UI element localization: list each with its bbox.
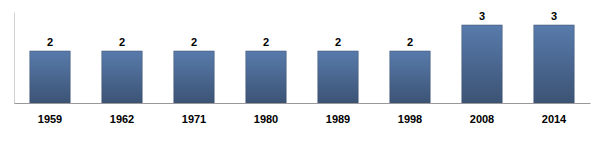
bar [174, 51, 214, 103]
bar [30, 51, 70, 103]
x-tick-label: 1989 [326, 113, 350, 125]
plot-area [30, 25, 574, 103]
bar [246, 51, 286, 103]
x-tick: 1980 [254, 113, 278, 125]
x-tick: 1959 [38, 113, 62, 125]
x-tick: 1998 [398, 113, 422, 125]
bar [462, 25, 502, 103]
chart-container: 1959 1962 1971 1980 1989 1998 2008 2014 2 2 2 2 2 2 3 3 [0, 0, 604, 141]
x-tick-label: 1998 [398, 113, 422, 125]
x-tick-label: 1971 [182, 113, 206, 125]
data-label: 2 [47, 36, 53, 48]
x-tick: 1989 [326, 113, 350, 125]
x-tick: 2008 [470, 113, 494, 125]
x-axis: 1959 1962 1971 1980 1989 1998 2008 2014 [15, 104, 591, 125]
bar [102, 51, 142, 103]
x-tick: 1962 [110, 113, 134, 125]
y-axis-line [14, 13, 15, 104]
x-tick-label: 1962 [110, 113, 134, 125]
chart-svg: 1959 1962 1971 1980 1989 1998 2008 2014 2 2 2 2 2 2 3 3 [0, 0, 604, 141]
data-label: 2 [407, 36, 413, 48]
bar [318, 51, 358, 103]
y-axis [14, 13, 15, 104]
x-axis-line [15, 103, 591, 104]
x-tick-label: 2008 [470, 113, 494, 125]
x-tick: 1971 [182, 113, 206, 125]
bar [534, 25, 574, 103]
x-tick-label: 1959 [38, 113, 62, 125]
bar [390, 51, 430, 103]
x-tick-label: 1980 [254, 113, 278, 125]
data-label: 2 [119, 36, 125, 48]
data-label: 2 [263, 36, 269, 48]
data-labels: 2 2 2 2 2 2 3 3 [47, 10, 557, 48]
data-label: 3 [479, 10, 485, 22]
x-tick: 2014 [542, 113, 567, 125]
data-label: 2 [335, 36, 341, 48]
data-label: 3 [551, 10, 557, 22]
data-label: 2 [191, 36, 197, 48]
x-tick-label: 2014 [542, 113, 567, 125]
